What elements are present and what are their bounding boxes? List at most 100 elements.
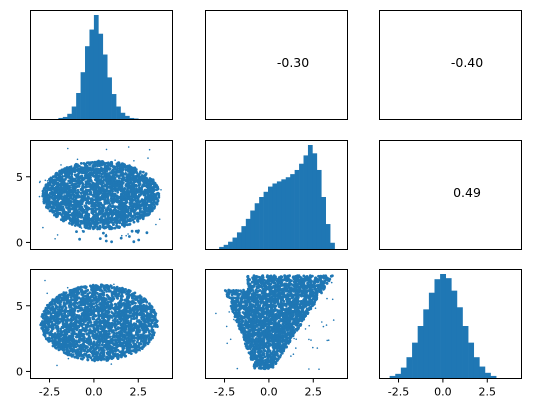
scatter-point: [114, 189, 117, 193]
scatter-point: [73, 306, 77, 310]
scatter-point: [126, 209, 130, 212]
scatter-point: [83, 176, 86, 180]
scatter-point: [136, 340, 139, 344]
scatter-point: [135, 197, 139, 200]
hist-bar: [294, 169, 300, 249]
scatter-outlier: [153, 181, 156, 184]
scatter-point: [104, 239, 108, 243]
scatter-point: [85, 192, 89, 196]
scatter-point: [135, 184, 138, 188]
scatter-point: [45, 183, 49, 187]
panel-r2-c0: [39, 279, 159, 367]
scatter-outlier: [146, 206, 149, 209]
scatter-point: [92, 195, 95, 198]
scatter-point: [132, 240, 136, 244]
scatter-point: [89, 347, 92, 351]
scatter-point: [93, 344, 96, 347]
scatter-outlier: [81, 174, 84, 177]
scatter-point: [45, 190, 49, 194]
scatter-point: [91, 316, 95, 320]
scatter-point: [48, 179, 52, 183]
scatter-point: [57, 198, 60, 201]
scatter-outlier: [126, 184, 128, 186]
scatter-point: [111, 319, 115, 322]
scatter-point: [94, 174, 98, 178]
scatter-point: [130, 200, 134, 204]
scatter-point: [76, 178, 80, 182]
scatter-point: [100, 190, 103, 194]
scatter-point: [116, 200, 120, 204]
scatter-point: [112, 221, 115, 225]
hist-bar: [490, 375, 497, 378]
scatter-point: [87, 353, 91, 357]
scatter-point: [73, 299, 77, 303]
hist-bar: [303, 155, 309, 249]
hist-bar: [89, 29, 95, 120]
scatter-point: [74, 211, 77, 214]
scatter-point: [157, 194, 161, 198]
scatter-outlier: [106, 224, 108, 226]
scatter-point: [46, 193, 49, 196]
scatter-point: [91, 354, 95, 358]
scatter-outlier: [158, 218, 161, 220]
hist-bar: [272, 183, 278, 249]
scatter-point: [79, 162, 83, 165]
hist-bar: [223, 244, 229, 249]
scatter-point: [102, 231, 105, 235]
scatter-point: [90, 205, 94, 208]
scatter-outlier: [114, 181, 116, 183]
panel-r2-c2: [389, 274, 497, 378]
scatter-point: [133, 198, 137, 202]
hist-bar: [428, 292, 435, 378]
scatter-point: [147, 186, 151, 190]
scatter-point: [67, 168, 71, 172]
scatter-point: [122, 175, 125, 179]
scatter-point: [150, 325, 154, 329]
scatter-point: [56, 330, 60, 333]
scatter-point: [134, 191, 138, 195]
scatter-point: [123, 219, 127, 223]
scatter-point: [89, 339, 92, 343]
scatter-point: [122, 216, 126, 220]
scatter-point: [61, 321, 65, 324]
scatter-point: [103, 167, 107, 171]
scatter-point: [116, 305, 119, 309]
hist-bar: [423, 309, 430, 378]
scatter-point: [81, 187, 85, 190]
scatter-point: [80, 213, 84, 217]
scatter-point: [99, 211, 103, 215]
scatter-point: [88, 161, 91, 165]
scatter-point: [70, 172, 74, 176]
scatter-outlier: [83, 162, 86, 165]
scatter-point: [138, 210, 142, 214]
scatter-point: [66, 217, 70, 220]
scatter-point: [79, 191, 83, 195]
scatter-point: [136, 216, 140, 220]
scatter-point: [144, 172, 148, 176]
scatter-point: [103, 198, 107, 202]
scatter-outlier: [101, 175, 103, 178]
scatter-point: [68, 311, 71, 314]
scatter-point: [92, 327, 96, 331]
scatter-point: [60, 179, 63, 183]
scatter-point: [126, 186, 130, 190]
scatter-point: [48, 337, 52, 340]
scatter-point: [74, 214, 77, 218]
scatter-point: [103, 331, 107, 335]
scatter-point: [148, 183, 151, 187]
scatter-point: [99, 358, 103, 362]
scatter-point: [57, 186, 60, 190]
scatter-point: [114, 220, 118, 224]
scatter-point: [61, 208, 65, 212]
scatter-point: [90, 324, 94, 328]
hist-bar: [325, 224, 331, 249]
scatter-outlier: [55, 205, 57, 208]
scatter-outlier: [39, 180, 41, 183]
scatter-point: [92, 201, 96, 205]
scatter-point: [86, 226, 90, 230]
scatter-point: [74, 177, 77, 181]
scatter-point: [91, 220, 94, 224]
scatter-outlier: [105, 233, 107, 236]
scatter-point: [72, 309, 75, 313]
scatter-point: [64, 218, 68, 222]
